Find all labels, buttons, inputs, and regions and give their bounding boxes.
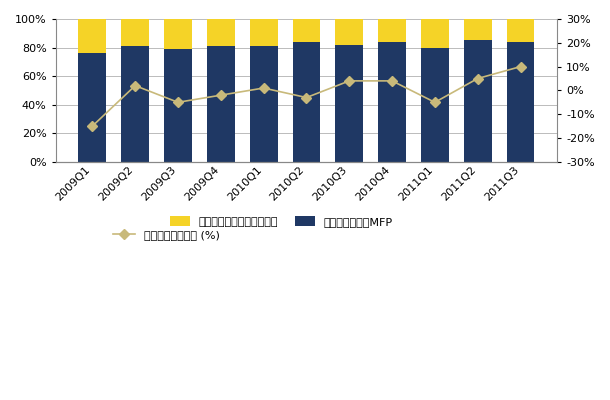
Bar (121, 46, 149, 162)
Bar (378, 42, 406, 162)
前年同期比成長率 (%) (132, 83, 139, 88)
前年同期比成長率 (%) (389, 78, 396, 83)
前年同期比成長率 (%) (217, 93, 224, 98)
Bar (79, 19, 106, 53)
Bar (207, 19, 235, 46)
Bar (464, 19, 492, 40)
Bar (249, 46, 278, 162)
Bar (164, 49, 192, 162)
Bar (506, 19, 534, 42)
前年同期比成長率 (%) (260, 86, 267, 90)
Bar (79, 53, 106, 162)
Line: 前年同期比成長率 (%): 前年同期比成長率 (%) (89, 63, 524, 130)
Bar (421, 48, 449, 162)
Bar (164, 19, 192, 49)
前年同期比成長率 (%) (174, 100, 182, 105)
Bar (249, 19, 278, 46)
前年同期比成長率 (%) (431, 100, 439, 105)
Bar (378, 19, 406, 42)
Bar (293, 19, 320, 42)
Bar (336, 45, 363, 162)
Bar (506, 42, 534, 162)
Bar (421, 19, 449, 48)
前年同期比成長率 (%) (303, 95, 310, 100)
前年同期比成長率 (%) (517, 64, 524, 69)
前年同期比成長率 (%) (346, 78, 353, 83)
Bar (336, 19, 363, 45)
Legend: 前年同期比成長率 (%): 前年同期比成長率 (%) (112, 230, 220, 240)
Bar (121, 19, 149, 46)
前年同期比成長率 (%) (88, 124, 96, 128)
前年同期比成長率 (%) (474, 76, 481, 81)
Bar (293, 42, 320, 162)
Bar (207, 46, 235, 162)
Bar (464, 40, 492, 162)
